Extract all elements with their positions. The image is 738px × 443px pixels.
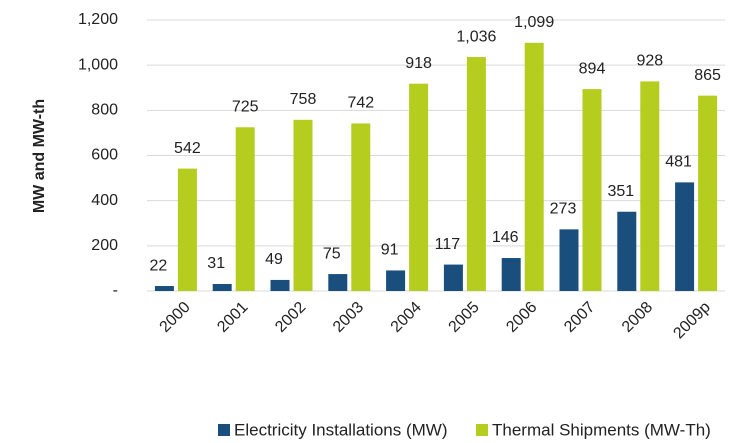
y-tick-label: 1,000 <box>78 56 118 73</box>
data-label: 481 <box>665 154 692 171</box>
data-label: 75 <box>323 245 341 262</box>
bar <box>351 123 371 291</box>
bar <box>177 168 197 291</box>
data-label: 918 <box>405 55 432 72</box>
y-axis-label: MW and MW-th <box>31 99 48 213</box>
x-tick-label: 2000 <box>157 299 194 336</box>
bar <box>466 57 486 291</box>
bar <box>501 258 521 291</box>
y-tick-label: 600 <box>91 147 118 164</box>
legend-label: Electricity Installations (MW) <box>234 420 447 439</box>
data-label: 928 <box>636 53 663 70</box>
x-tick-label: 2007 <box>561 299 598 336</box>
bar <box>386 270 406 291</box>
bar <box>698 95 718 291</box>
bar <box>582 89 602 291</box>
data-label: 894 <box>579 60 606 77</box>
x-tick-label: 2005 <box>446 299 483 336</box>
data-label: 49 <box>265 251 283 268</box>
x-tick-label: 2002 <box>272 299 309 336</box>
y-tick-label: 1,200 <box>78 11 118 28</box>
bar <box>524 42 544 291</box>
x-tick-label: 2004 <box>388 299 425 336</box>
data-label: 758 <box>290 91 317 108</box>
data-label: 22 <box>150 257 168 274</box>
bar <box>328 274 348 291</box>
data-label: 742 <box>347 95 374 112</box>
x-tick-label: 2001 <box>214 299 251 336</box>
bar <box>675 182 695 291</box>
data-label: 542 <box>174 140 201 157</box>
bar <box>293 119 313 292</box>
y-tick-label: 200 <box>91 237 118 254</box>
bar <box>443 264 463 291</box>
data-label: 146 <box>492 229 519 246</box>
data-label: 31 <box>207 255 225 272</box>
x-tick-label: 2003 <box>330 299 367 336</box>
data-label: 351 <box>607 183 634 200</box>
bar <box>270 279 290 291</box>
legend-swatch <box>476 424 488 436</box>
data-label: 273 <box>550 201 577 218</box>
data-label: 91 <box>381 242 399 259</box>
y-tick-label: - <box>113 282 118 299</box>
x-tick-label: 2009p <box>670 299 714 343</box>
x-tick-label: 2006 <box>503 299 540 336</box>
bar <box>409 83 429 291</box>
data-label: 117 <box>435 236 461 253</box>
bar <box>559 229 579 291</box>
bar <box>235 127 255 291</box>
y-tick-label: 400 <box>91 192 118 209</box>
legend-swatch <box>218 424 230 436</box>
data-label: 1,099 <box>514 14 554 31</box>
data-label: 725 <box>232 98 259 115</box>
bar <box>617 211 637 291</box>
bar <box>212 283 232 291</box>
data-label: 865 <box>694 67 721 84</box>
y-tick-label: 800 <box>91 102 118 119</box>
bar <box>154 286 174 291</box>
x-tick-label: 2008 <box>619 299 656 336</box>
bar <box>640 81 660 291</box>
legend-label: Thermal Shipments (MW-Th) <box>492 420 711 439</box>
data-label: 1,036 <box>456 28 496 45</box>
